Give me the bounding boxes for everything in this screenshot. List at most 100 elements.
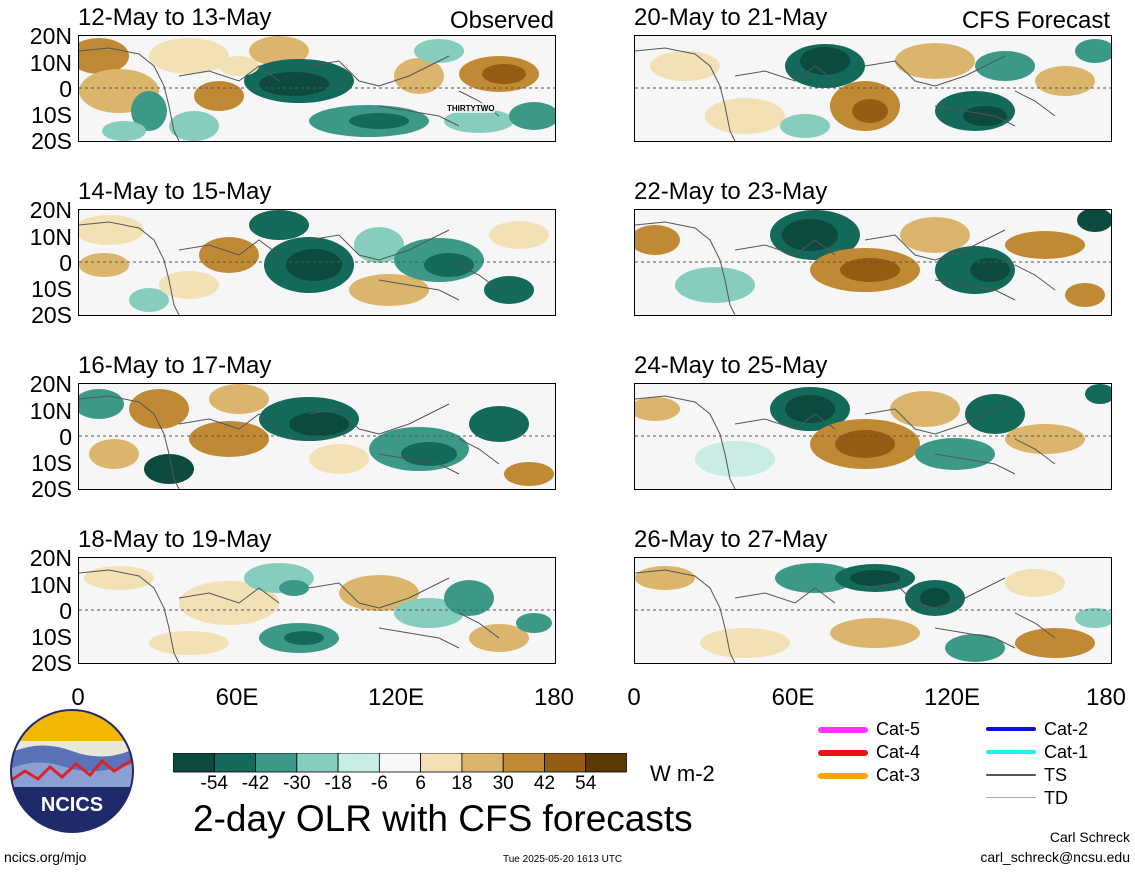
olr-map-panel [78, 557, 556, 664]
lat-label: 10S [31, 450, 72, 476]
panel-tag: Observed [449, 7, 554, 34]
lat-label: 20S [31, 476, 72, 502]
lat-label: 20N [29, 371, 72, 397]
colorbar-tick-label: -42 [241, 773, 270, 794]
panel-title: 24-May to 25-May [634, 352, 828, 379]
olr-map-panel [634, 35, 1112, 142]
olr-anomaly-field [635, 210, 1111, 315]
legend-swatch-cat4 [818, 750, 868, 756]
colorbar-tick-label: 54 [575, 773, 597, 794]
legend-label-cat5: Cat-5 [876, 719, 921, 739]
coastline-outlines [635, 569, 1056, 663]
panel-title: 12-May to 13-May [78, 4, 272, 31]
colorbar-tick-label: -54 [200, 773, 228, 794]
olr-anomaly-field [79, 384, 555, 489]
olr-anomaly-field [79, 563, 555, 663]
colorbar-swatches [172, 752, 628, 773]
olr-map-panel [634, 209, 1112, 316]
colorbar-swatch [378, 752, 422, 773]
olr-anomaly-field: THIRTYTWO [79, 36, 555, 141]
legend-label-cat1: Cat-1 [1044, 742, 1089, 762]
lat-label: 0 [59, 424, 72, 450]
olr-anomaly-field [635, 39, 1111, 141]
lat-label: 10S [31, 102, 72, 128]
lat-label: 20N [29, 23, 72, 49]
olr-map-panel: THIRTYTWO [78, 35, 556, 142]
lat-label: 10S [31, 624, 72, 650]
lat-label: 20S [31, 302, 72, 328]
coastline-outlines [79, 395, 500, 489]
legend-swatch-cat5 [818, 727, 868, 733]
lat-label: 20N [29, 545, 72, 571]
lat-label: 10N [29, 50, 72, 76]
lon-label: 120E [923, 684, 981, 711]
colorbar-swatch [213, 752, 256, 773]
lon-label: 180 [533, 684, 575, 711]
colorbar-swatch [461, 752, 504, 773]
colorbar-tick-label: -6 [370, 773, 388, 794]
lat-label: 0 [59, 598, 72, 624]
logo-text: NCICS [41, 794, 103, 816]
olr-anomaly-field [635, 384, 1111, 489]
lat-label: 10N [29, 572, 72, 598]
main-title: 2-day OLR with CFS forecasts [193, 798, 693, 839]
lat-label: 20N [29, 197, 72, 223]
footer-author: Carl Schreck [1049, 829, 1130, 845]
coastline-outlines [79, 569, 500, 663]
lon-label: 120E [367, 684, 425, 711]
legend-label-ts: TS [1044, 765, 1068, 785]
lon-label: 0 [627, 684, 641, 711]
lat-label: 10N [29, 224, 72, 250]
olr-anomaly-shading [79, 384, 554, 486]
storm-label: THIRTYTWO [447, 104, 495, 113]
colorbar-tick-label: 6 [415, 773, 426, 794]
colorbar-tick-label: 18 [451, 773, 473, 794]
colorbar-swatch [172, 752, 215, 773]
colorbar-tick-label: 30 [492, 773, 514, 794]
colorbar-swatch [585, 752, 628, 773]
olr-map-panel [78, 383, 556, 490]
legend-label-cat3: Cat-3 [876, 765, 921, 785]
panel-title: 22-May to 23-May [634, 178, 828, 205]
olr-map-panel [634, 557, 1112, 664]
legend-swatch-ts [986, 774, 1036, 776]
lat-label: 20S [31, 128, 72, 154]
coastline-outlines [79, 221, 500, 315]
footer-email[interactable]: carl_schreck@ncsu.edu [980, 849, 1130, 865]
colorbar-swatch [337, 752, 380, 773]
lat-label: 0 [59, 250, 72, 276]
legend-swatch-cat2 [986, 727, 1036, 731]
panel-title: 14-May to 15-May [78, 178, 272, 205]
lon-label: 60E [771, 684, 815, 711]
olr-anomaly-shading [635, 210, 1111, 307]
legend-swatch-td [986, 797, 1036, 798]
lat-label: 20S [31, 650, 72, 676]
olr-anomaly-shading [84, 563, 552, 655]
coastline-outlines [635, 47, 1056, 141]
olr-anomaly-shading [635, 384, 1111, 477]
colorbar-swatch [544, 752, 587, 773]
colorbar [172, 752, 628, 778]
colorbar-swatch [420, 752, 463, 773]
coastline-outlines [635, 221, 1056, 315]
olr-anomaly-shading [635, 563, 1111, 662]
storm-label-background [445, 103, 495, 113]
colorbar-units: W m-2 [650, 761, 715, 786]
olr-map-panel [634, 383, 1112, 490]
panel-tag: CFS Forecast [961, 7, 1110, 34]
legend-swatch-cat1 [986, 750, 1036, 754]
colorbar-tick-label: 42 [533, 773, 556, 794]
colorbar-tick-label: -18 [324, 773, 352, 794]
panel-title: 18-May to 19-May [78, 526, 272, 553]
colorbar-swatch [255, 752, 298, 773]
legend-label-cat2: Cat-2 [1044, 719, 1089, 739]
ncics-logo: NCICS [10, 709, 134, 833]
lat-label: 10S [31, 276, 72, 302]
panel-title: 20-May to 21-May [634, 4, 828, 31]
colorbar-swatch [502, 752, 545, 773]
panel-title: 26-May to 27-May [634, 526, 828, 553]
footer-url[interactable]: ncics.org/mjo [4, 849, 87, 865]
footer-timestamp: Tue 2025-05-20 1613 UTC [503, 854, 623, 865]
legend-label-cat4: Cat-4 [876, 742, 921, 762]
olr-anomaly-shading [79, 210, 549, 312]
